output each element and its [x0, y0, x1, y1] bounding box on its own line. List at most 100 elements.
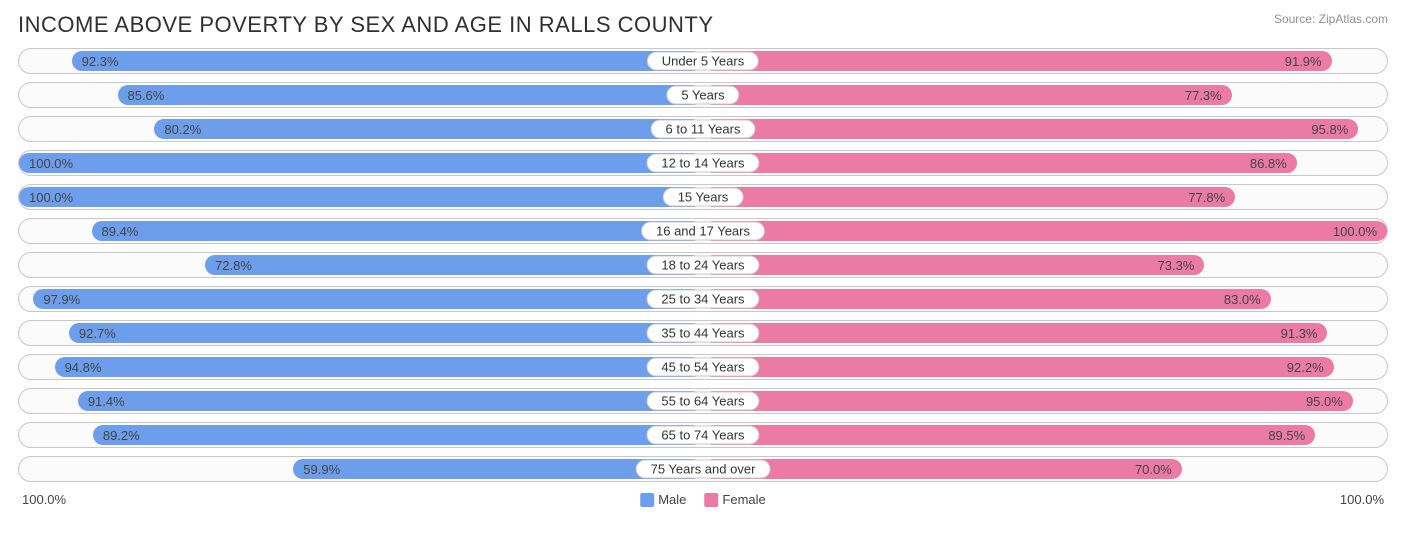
male-value: 94.8% — [55, 355, 102, 379]
male-side: 92.7% — [19, 321, 703, 345]
legend-item-female: Female — [704, 492, 765, 507]
legend-item-male: Male — [640, 492, 686, 507]
chart-row: 89.2%89.5%65 to 74 Years — [18, 422, 1388, 448]
male-value: 92.3% — [72, 49, 119, 73]
male-side: 59.9% — [19, 457, 703, 481]
female-side: 91.3% — [703, 321, 1387, 345]
category-label: 35 to 44 Years — [646, 324, 759, 343]
category-label: 45 to 54 Years — [646, 358, 759, 377]
female-bar — [703, 323, 1327, 343]
female-side: 83.0% — [703, 287, 1387, 311]
male-side: 100.0% — [19, 151, 703, 175]
legend-swatch-male — [640, 493, 654, 507]
male-value: 89.2% — [93, 423, 140, 447]
female-bar — [703, 255, 1204, 275]
female-value: 100.0% — [1333, 219, 1387, 243]
male-bar — [69, 323, 703, 343]
male-side: 91.4% — [19, 389, 703, 413]
chart-row: 91.4% 95.0% 55 to 64 Years — [18, 388, 1388, 414]
female-side: 91.9% — [703, 49, 1387, 73]
female-value: 86.8% — [1250, 151, 1297, 175]
female-bar — [703, 187, 1235, 207]
male-bar — [78, 391, 703, 411]
male-bar — [72, 51, 703, 71]
male-bar — [33, 289, 703, 309]
legend-label-female: Female — [722, 492, 765, 507]
male-side: 89.2% — [19, 423, 703, 447]
chart-source: Source: ZipAtlas.com — [1274, 12, 1388, 26]
category-label: 6 to 11 Years — [651, 120, 756, 139]
male-side: 85.6% — [19, 83, 703, 107]
legend: Male Female — [640, 492, 766, 507]
chart-row: 92.7% 91.3% 35 to 44 Years — [18, 320, 1388, 346]
legend-swatch-female — [704, 493, 718, 507]
female-side: 73.3% — [703, 253, 1387, 277]
chart-row: 92.3%91.9%Under 5 Years — [18, 48, 1388, 74]
category-label: 25 to 34 Years — [646, 290, 759, 309]
female-value: 73.3% — [1158, 253, 1205, 277]
chart-row: 85.6%77.3%5 Years — [18, 82, 1388, 108]
male-side: 80.2% — [19, 117, 703, 141]
male-side: 97.9% — [19, 287, 703, 311]
female-bar — [703, 357, 1334, 377]
male-value: 59.9% — [293, 457, 340, 481]
female-bar — [703, 391, 1353, 411]
chart-row: 97.9% 83.0% 25 to 34 Years — [18, 286, 1388, 312]
male-value: 85.6% — [117, 83, 164, 107]
female-side: 95.8% — [703, 117, 1387, 141]
female-side: 89.5% — [703, 423, 1387, 447]
male-bar — [92, 221, 703, 241]
chart-row: 59.9% 70.0% 75 Years and over — [18, 456, 1388, 482]
female-side: 100.0% — [703, 219, 1387, 243]
category-label: 55 to 64 Years — [646, 392, 759, 411]
male-bar — [154, 119, 703, 139]
female-value: 92.2% — [1287, 355, 1334, 379]
female-side: 92.2% — [703, 355, 1387, 379]
male-bar — [19, 153, 703, 173]
female-side: 70.0% — [703, 457, 1387, 481]
female-value: 77.3% — [1185, 83, 1232, 107]
chart-row: 72.8% 73.3% 18 to 24 Years — [18, 252, 1388, 278]
female-value: 83.0% — [1224, 287, 1271, 311]
female-bar — [703, 85, 1232, 105]
male-value: 72.8% — [205, 253, 252, 277]
diverging-bar-chart: 92.3%91.9%Under 5 Years85.6%77.3%5 Years… — [18, 48, 1388, 482]
chart-row: 100.0% 77.8%15 Years — [18, 184, 1388, 210]
female-bar — [703, 221, 1387, 241]
chart-row: 80.2% 95.8%6 to 11 Years — [18, 116, 1388, 142]
chart-row: 94.8% 92.2% 45 to 54 Years — [18, 354, 1388, 380]
female-side: 86.8% — [703, 151, 1387, 175]
category-label: 75 Years and over — [636, 460, 771, 479]
axis-label-left: 100.0% — [22, 492, 66, 507]
male-bar — [55, 357, 703, 377]
female-bar — [703, 153, 1297, 173]
male-side: 89.4% — [19, 219, 703, 243]
male-value: 91.4% — [78, 389, 125, 413]
male-value: 97.9% — [33, 287, 80, 311]
male-bar — [118, 85, 704, 105]
category-label: 18 to 24 Years — [646, 256, 759, 275]
male-value: 89.4% — [92, 219, 139, 243]
male-side: 94.8% — [19, 355, 703, 379]
category-label: 12 to 14 Years — [646, 154, 759, 173]
female-value: 95.0% — [1306, 389, 1353, 413]
axis-label-right: 100.0% — [1340, 492, 1384, 507]
male-value: 92.7% — [69, 321, 116, 345]
female-value: 89.5% — [1268, 423, 1315, 447]
male-side: 92.3% — [19, 49, 703, 73]
male-bar — [19, 187, 703, 207]
category-label: 15 Years — [663, 188, 744, 207]
female-bar — [703, 51, 1332, 71]
female-bar — [703, 459, 1182, 479]
legend-label-male: Male — [658, 492, 686, 507]
chart-header: INCOME ABOVE POVERTY BY SEX AND AGE IN R… — [18, 12, 1388, 38]
female-value: 70.0% — [1135, 457, 1182, 481]
chart-footer: 100.0% Male Female 100.0% — [18, 490, 1388, 514]
male-value: 100.0% — [19, 185, 73, 209]
female-bar — [703, 425, 1315, 445]
female-value: 91.9% — [1285, 49, 1332, 73]
chart-row: 89.4%100.0%16 and 17 Years — [18, 218, 1388, 244]
male-value: 80.2% — [154, 117, 201, 141]
female-value: 91.3% — [1281, 321, 1328, 345]
female-side: 77.8% — [703, 185, 1387, 209]
